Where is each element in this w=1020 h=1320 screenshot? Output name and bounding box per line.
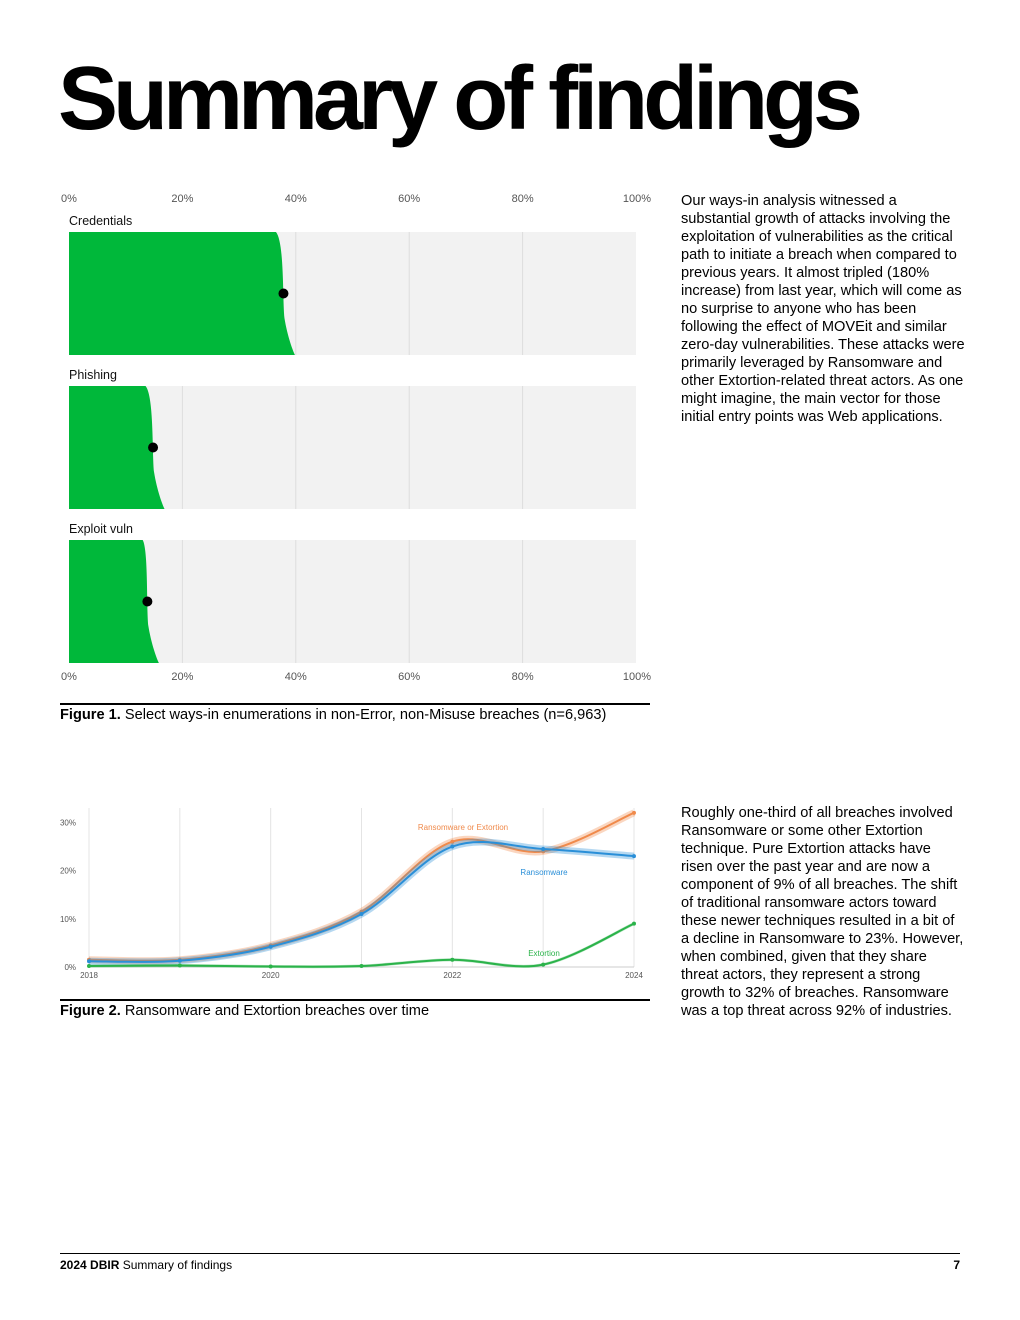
x-tick-label-top: 60% bbox=[398, 193, 420, 205]
series-point bbox=[632, 854, 636, 859]
figure-2-caption-text: Ransomware and Extortion breaches over t… bbox=[124, 1003, 430, 1019]
series-point bbox=[541, 849, 546, 854]
panel-background bbox=[69, 232, 636, 355]
figure-2-caption: Figure 2. Ransomware and Extortion breac… bbox=[60, 1003, 650, 1020]
category-label: Phishing bbox=[69, 368, 117, 382]
x-tick-label: 2020 bbox=[262, 971, 280, 980]
figure-1-label: Figure 1. bbox=[60, 707, 121, 723]
x-tick-label-bottom: 80% bbox=[512, 671, 534, 683]
point-estimate bbox=[142, 596, 153, 607]
series-point bbox=[268, 964, 273, 969]
x-tick-label-top: 0% bbox=[61, 193, 77, 205]
x-tick-label: 2018 bbox=[80, 971, 98, 980]
series-line bbox=[88, 922, 635, 968]
x-tick-label-top: 100% bbox=[623, 193, 651, 205]
x-tick-label-top: 40% bbox=[285, 193, 307, 205]
series-point bbox=[541, 962, 546, 967]
paragraph-ways-in: Our ways-in analysis witnessed a substan… bbox=[681, 193, 965, 425]
series-point bbox=[450, 839, 455, 844]
series-point bbox=[632, 810, 636, 815]
value-bar bbox=[69, 386, 165, 509]
footer-section: Summary of findings bbox=[122, 1258, 233, 1272]
x-tick-label-bottom: 20% bbox=[171, 671, 193, 683]
point-estimate bbox=[278, 288, 289, 299]
paragraph-ransomware: Roughly one-third of all breaches involv… bbox=[681, 805, 964, 1019]
series-point bbox=[87, 964, 91, 969]
figure-1-caption-text: Select ways-in enumerations in non-Error… bbox=[124, 707, 607, 723]
footer-title: 2024 DBIR Summary of findings bbox=[60, 1258, 232, 1272]
x-tick-label: 2024 bbox=[625, 971, 643, 980]
series-point bbox=[87, 959, 91, 964]
x-tick-label-bottom: 40% bbox=[285, 671, 307, 683]
series-point bbox=[450, 844, 455, 849]
x-tick-label-top: 80% bbox=[512, 193, 534, 205]
series-band bbox=[88, 809, 636, 965]
series-point bbox=[632, 921, 636, 926]
series-point bbox=[268, 943, 273, 948]
figure-1-rule bbox=[60, 703, 650, 705]
footer-report: 2024 DBIR bbox=[60, 1258, 120, 1272]
series-point bbox=[541, 846, 546, 851]
series-label: Extortion bbox=[528, 949, 560, 958]
x-tick-label-bottom: 60% bbox=[398, 671, 420, 683]
value-bar bbox=[69, 540, 159, 663]
x-tick-label-bottom: 0% bbox=[61, 671, 77, 683]
series-point bbox=[177, 957, 182, 962]
series-point bbox=[450, 957, 455, 962]
series-label: Ransomware bbox=[520, 868, 568, 877]
series-point bbox=[268, 944, 273, 949]
series-point bbox=[359, 909, 364, 914]
series-point bbox=[359, 964, 364, 969]
series-line bbox=[88, 840, 635, 963]
y-tick-label: 20% bbox=[60, 867, 76, 876]
figure-2-rule bbox=[60, 999, 650, 1001]
panel-background bbox=[69, 540, 636, 663]
figure-1-caption: Figure 1. Select ways-in enumerations in… bbox=[60, 707, 650, 724]
point-estimate bbox=[148, 442, 159, 453]
series-label: Ransomware or Extortion bbox=[418, 823, 508, 832]
footer-rule bbox=[60, 1253, 960, 1254]
footer-page-number: 7 bbox=[953, 1258, 960, 1272]
x-tick-label-bottom: 100% bbox=[623, 671, 651, 683]
category-label: Credentials bbox=[69, 214, 132, 228]
y-tick-label: 30% bbox=[60, 818, 76, 827]
x-tick-label-top: 20% bbox=[171, 193, 193, 205]
panel-background bbox=[69, 386, 636, 509]
series-point bbox=[177, 963, 182, 968]
series-band bbox=[88, 838, 635, 966]
page-title: Summary of findings bbox=[58, 49, 863, 149]
series-band bbox=[88, 922, 635, 969]
y-tick-label: 0% bbox=[64, 963, 76, 972]
figure-2-label: Figure 2. bbox=[60, 1003, 121, 1019]
x-tick-label: 2022 bbox=[443, 971, 461, 980]
y-tick-label: 10% bbox=[60, 915, 76, 924]
category-label: Exploit vuln bbox=[69, 522, 133, 536]
series-line bbox=[88, 811, 635, 962]
series-point bbox=[177, 958, 182, 963]
series-point bbox=[87, 957, 91, 962]
series-point bbox=[359, 912, 364, 916]
value-bar bbox=[69, 232, 295, 355]
